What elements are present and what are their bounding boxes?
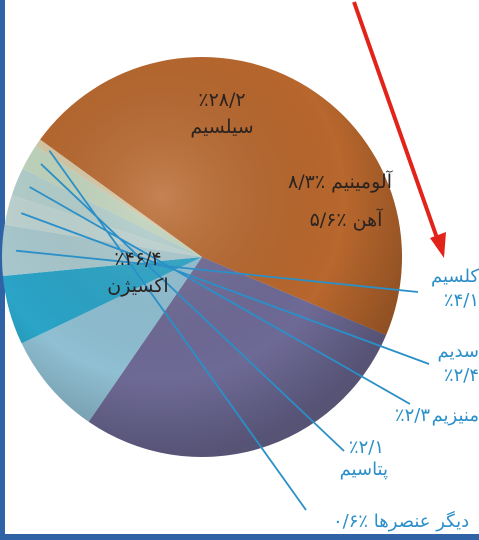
red-arrow-head-icon xyxy=(430,232,446,258)
value-label-silicon: ٪۲۸/۲ xyxy=(198,89,245,111)
callout-line-magnesium xyxy=(29,186,411,405)
slice-label-aluminum: آلومینیم ٪۸/۳ xyxy=(288,169,393,193)
callout-value-calcium: ٪۴/۱ xyxy=(444,290,479,311)
callout-label-others: دیگر عنصرها ٪۰/۶ xyxy=(333,510,469,532)
name-label-oxygen: اکسیژن xyxy=(107,275,168,297)
callout-name-sodium: سدیم xyxy=(437,341,479,362)
globe-shading xyxy=(2,57,402,457)
bottom-frame-border xyxy=(0,534,479,540)
callout-line-calcium xyxy=(16,249,419,293)
callout-value-magnesium: ٪۲/۳ xyxy=(395,405,430,426)
callout-line-sodium xyxy=(20,212,430,365)
slice-label-iron: آهن ٪۵/۶ xyxy=(310,207,384,231)
callout-line-potassium xyxy=(40,163,345,452)
callout-value-potassium: ٪۲/۱ xyxy=(349,437,384,458)
callout-name-potassium: پتاسیم xyxy=(340,459,388,480)
value-label-oxygen: ٪۴۶/۴ xyxy=(114,248,161,270)
callout-value-sodium: ٪۲/۴ xyxy=(444,365,479,386)
name-label-silicon: سیلسیم xyxy=(190,116,253,138)
callout-name-calcium: کلسیم xyxy=(431,266,479,287)
callout-name-magnesium: منیزیم xyxy=(432,405,479,426)
callout-line-others xyxy=(48,150,307,511)
red-arrow-icon xyxy=(352,1,439,239)
